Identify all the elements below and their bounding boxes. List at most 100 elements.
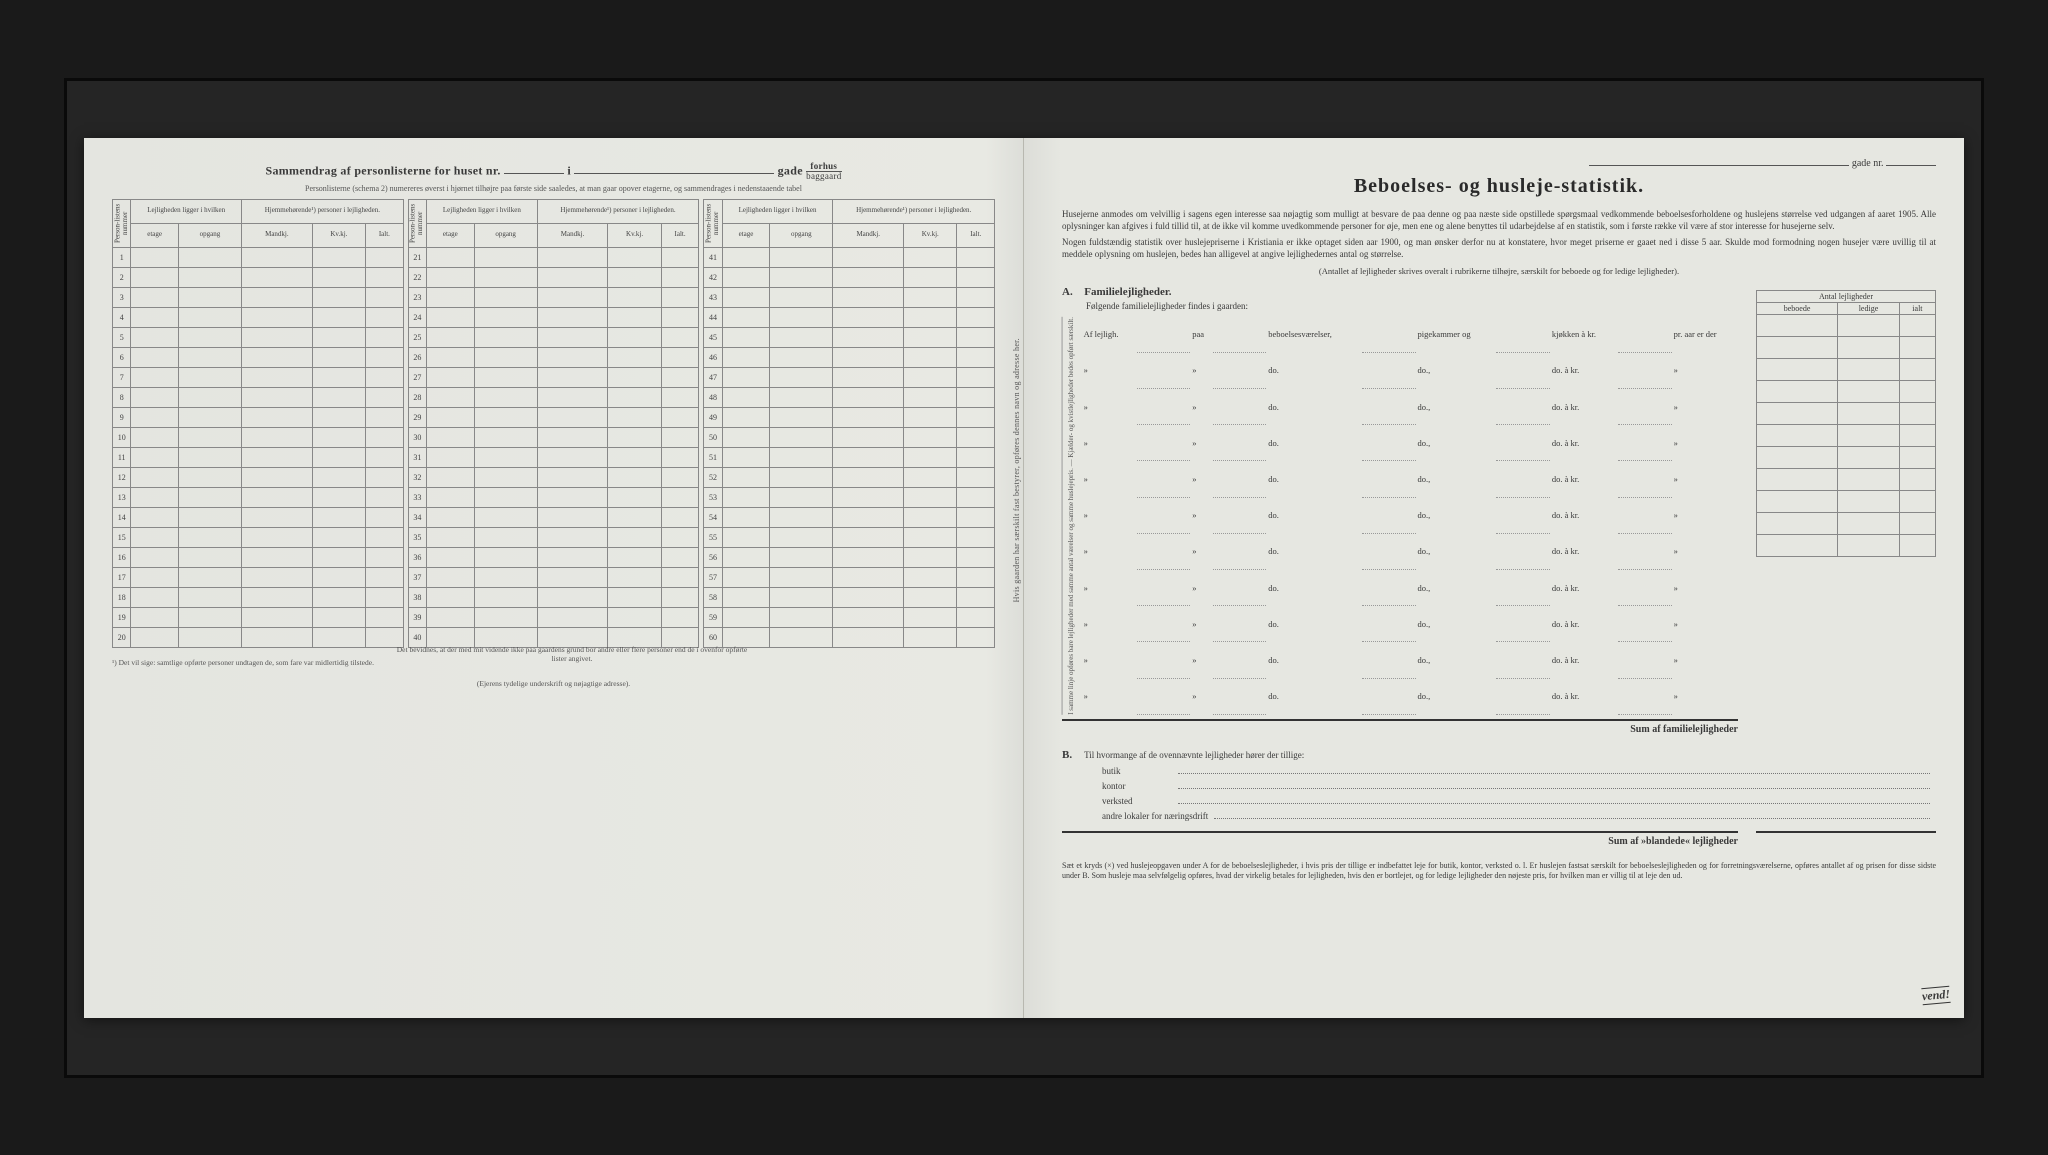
empty-cell bbox=[608, 287, 661, 307]
empty-cell bbox=[366, 487, 404, 507]
empty-cell bbox=[770, 327, 833, 347]
empty-cell bbox=[312, 327, 365, 347]
row-number: 44 bbox=[704, 307, 722, 327]
empty-cell bbox=[242, 507, 313, 527]
row-number: 11 bbox=[113, 447, 131, 467]
row-number: 7 bbox=[113, 367, 131, 387]
empty-cell bbox=[366, 447, 404, 467]
blank bbox=[1496, 461, 1550, 497]
bestyrer-side-note: Hvis gaarden har særskilt fast bestyrer,… bbox=[1012, 338, 1021, 602]
empty-cell bbox=[608, 427, 661, 447]
empty-cell bbox=[957, 387, 995, 407]
subcol: Ialt. bbox=[661, 223, 699, 247]
row-number: 59 bbox=[704, 607, 722, 627]
empty-cell bbox=[904, 607, 957, 627]
lbl-do-akr: do. à kr. bbox=[1550, 642, 1618, 678]
a-row-do: »»do.do.,do. à kr.» bbox=[1082, 352, 1738, 388]
blank-gadenr bbox=[1886, 156, 1936, 166]
footnote-1: ¹) Det vil sige: samtlige opførte person… bbox=[112, 658, 392, 667]
empty-cell bbox=[474, 407, 537, 427]
empty-cell bbox=[131, 587, 179, 607]
empty-cell bbox=[833, 407, 904, 427]
gade-nr-line: gade nr. bbox=[1062, 156, 1936, 169]
blank bbox=[1618, 678, 1672, 714]
empty-cell bbox=[904, 327, 957, 347]
empty-cell bbox=[474, 427, 537, 447]
empty-cell bbox=[366, 267, 404, 287]
left-page: Sammendrag af personlisterne for huset n… bbox=[84, 138, 1024, 1018]
b-line: butik bbox=[1102, 765, 1936, 776]
empty-cell bbox=[242, 587, 313, 607]
empty-cell bbox=[770, 527, 833, 547]
ditto: » bbox=[1672, 461, 1738, 497]
section-A-header: A. Familielejligheder. bbox=[1062, 286, 1738, 298]
empty-cell bbox=[722, 327, 770, 347]
dotted-leader bbox=[1178, 765, 1930, 774]
right-main-title: Beboelses- og husleje-statistik. bbox=[1062, 175, 1936, 198]
empty-cell bbox=[957, 327, 995, 347]
blank bbox=[1137, 352, 1191, 388]
empty-cell bbox=[537, 607, 608, 627]
cell bbox=[1899, 425, 1935, 447]
row-number: 33 bbox=[408, 487, 426, 507]
empty-cell bbox=[957, 407, 995, 427]
subcol: etage bbox=[722, 223, 770, 247]
empty-cell bbox=[474, 467, 537, 487]
empty-cell bbox=[427, 347, 475, 367]
empty-cell bbox=[537, 347, 608, 367]
empty-cell bbox=[242, 627, 313, 647]
b-line: andre lokaler for næringsdrift bbox=[1102, 810, 1936, 821]
row-number: 19 bbox=[113, 607, 131, 627]
empty-cell bbox=[537, 387, 608, 407]
empty-cell bbox=[661, 307, 699, 327]
empty-cell bbox=[904, 347, 957, 367]
empty-cell bbox=[131, 547, 179, 567]
A-head: Familielejligheder. bbox=[1084, 286, 1171, 298]
empty-cell bbox=[312, 627, 365, 647]
row-number: 21 bbox=[408, 247, 426, 267]
empty-cell bbox=[427, 367, 475, 387]
a-row-do: »»do.do.,do. à kr.» bbox=[1082, 642, 1738, 678]
empty-cell bbox=[770, 407, 833, 427]
paragraph-2: Nogen fuldstændig statistik over husleje… bbox=[1062, 236, 1936, 260]
empty-cell bbox=[312, 567, 365, 587]
empty-cell bbox=[178, 307, 241, 327]
table-row: 36 bbox=[408, 547, 699, 567]
A-label: A. bbox=[1062, 286, 1082, 298]
empty-cell bbox=[722, 487, 770, 507]
table-row: 19 bbox=[113, 607, 404, 627]
table-row: 41 bbox=[704, 247, 995, 267]
table-row: 2 bbox=[113, 267, 404, 287]
lbl-do: do., bbox=[1416, 388, 1497, 424]
blank bbox=[1137, 425, 1191, 461]
empty-cell bbox=[833, 367, 904, 387]
empty-cell bbox=[770, 467, 833, 487]
empty-cell bbox=[312, 407, 365, 427]
lbl-do: do. bbox=[1266, 425, 1362, 461]
empty-cell bbox=[608, 527, 661, 547]
empty-cell bbox=[661, 547, 699, 567]
empty-cell bbox=[722, 547, 770, 567]
empty-cell bbox=[474, 547, 537, 567]
table-row: 53 bbox=[704, 487, 995, 507]
empty-cell bbox=[312, 287, 365, 307]
empty-cell bbox=[770, 447, 833, 467]
empty-cell bbox=[904, 387, 957, 407]
table-row: 55 bbox=[704, 527, 995, 547]
ditto: » bbox=[1082, 642, 1137, 678]
ditto: » bbox=[1082, 461, 1137, 497]
blank bbox=[1618, 497, 1672, 533]
table-row: 12 bbox=[113, 467, 404, 487]
footnote-2: Det bevidnes, at der med mit vidende ikk… bbox=[392, 645, 752, 663]
empty-cell bbox=[131, 567, 179, 587]
antal-row bbox=[1757, 491, 1936, 513]
census-block: Person-listens nummerLejligheden ligger … bbox=[408, 199, 700, 648]
row-number: 51 bbox=[704, 447, 722, 467]
row-number: 58 bbox=[704, 587, 722, 607]
empty-cell bbox=[366, 587, 404, 607]
empty-cell bbox=[427, 567, 475, 587]
blank bbox=[1137, 497, 1191, 533]
row-number: 36 bbox=[408, 547, 426, 567]
empty-cell bbox=[904, 627, 957, 647]
a-row-first: Af lejligh.paabeboelsesværelser,pigekamm… bbox=[1082, 317, 1738, 352]
